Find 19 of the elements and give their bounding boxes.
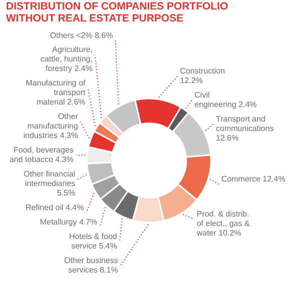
slice-label: Commerce 12.4% [221,174,286,184]
slice-label: Other business services 8.1% [64,256,118,274]
data-label: 12.2% [180,76,203,85]
slice-label: Metallurgy 4.7% [40,217,98,226]
slice-label: Agriculture, cattle, hunting, forestry 2.4% [40,45,93,74]
slice-label: Others <2% 8.6% [50,30,113,40]
slice-label: Refined oil 4.4% [26,203,84,212]
slice-label: Construction [180,66,225,76]
slice-label: Other manufacturing industries 4.3% [23,112,78,140]
slice-label: Civil engineering 2.4% [194,90,257,109]
slice-label: Prod. & distrib. of elect., gas & water 10.2% [196,209,250,238]
data-label: 5.5% [56,188,76,198]
slice-label: Hotels & food service 5.4% [69,232,118,250]
data-label: 12.6% [216,133,239,142]
chart-title: DISTRIBUTION OF COMPANIES PORTFOLIO WITHOUT REAL ESTATE PURPOSE [6,0,228,24]
slice-label: Other financial intermediaries [24,170,76,188]
slice-label: Manufacturing of transport material 2.6% [26,78,86,107]
slice-label: Transport and communications [216,114,274,133]
slice-label: Food, beverages and tobacco 4.3% [9,146,74,164]
